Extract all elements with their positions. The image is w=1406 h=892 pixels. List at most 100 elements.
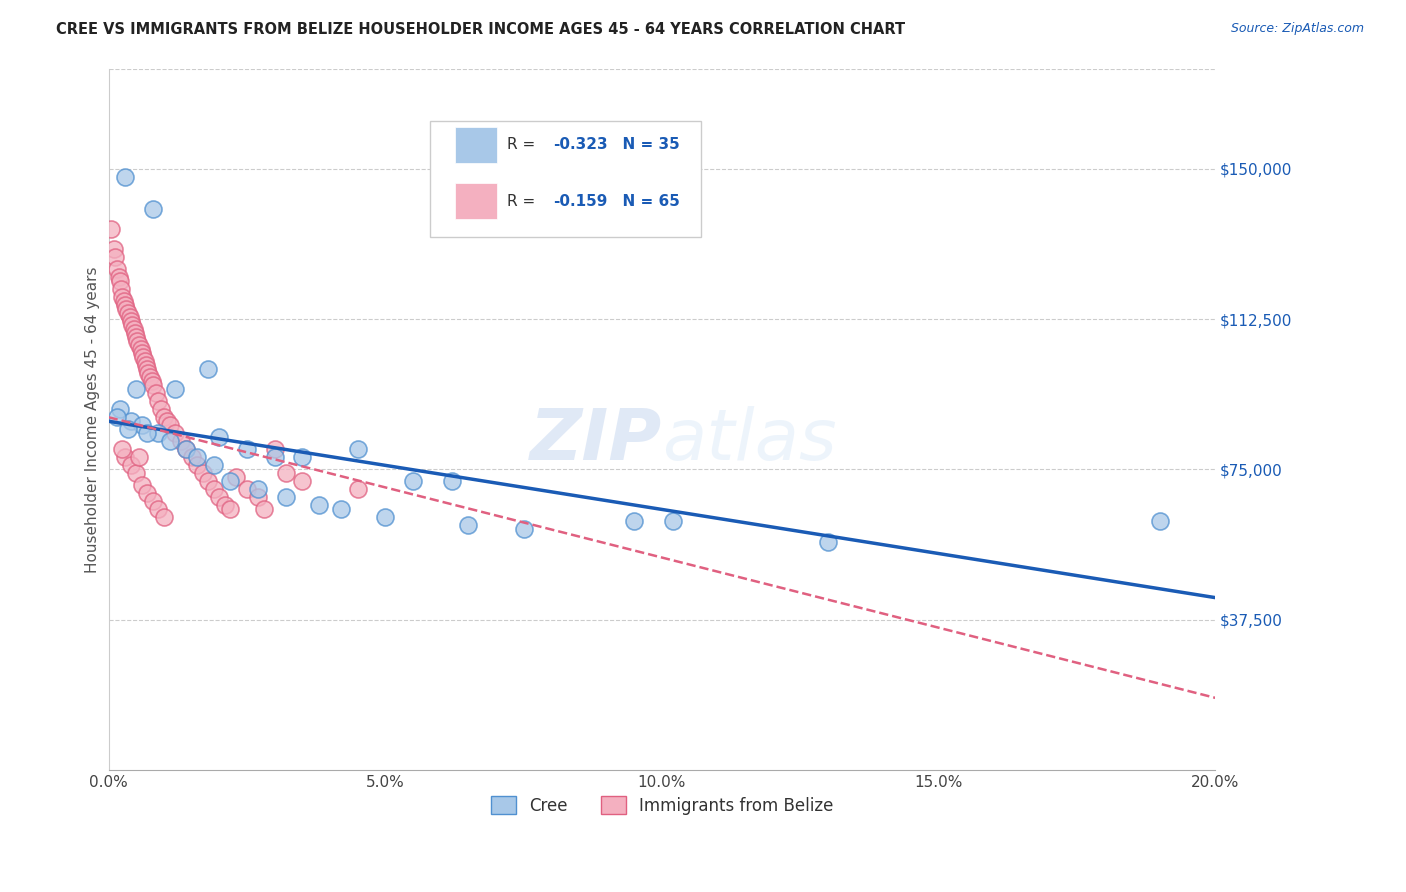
Point xyxy=(121,318,143,332)
Point xyxy=(122,322,145,336)
Point xyxy=(512,523,534,537)
Text: N = 65: N = 65 xyxy=(612,194,681,209)
Point xyxy=(131,418,153,433)
Point xyxy=(128,338,150,352)
Point xyxy=(374,510,396,524)
Point xyxy=(153,410,176,425)
Point xyxy=(252,502,274,516)
Point xyxy=(108,402,131,417)
Point xyxy=(134,354,156,368)
Point xyxy=(139,370,162,384)
Point xyxy=(202,483,225,497)
Point xyxy=(120,458,142,473)
Text: -0.323: -0.323 xyxy=(554,137,609,153)
Y-axis label: Householder Income Ages 45 - 64 years: Householder Income Ages 45 - 64 years xyxy=(86,266,100,573)
Point xyxy=(138,366,160,380)
Point xyxy=(103,242,125,256)
Point xyxy=(100,222,122,236)
Point xyxy=(208,491,231,505)
Point xyxy=(142,378,165,392)
Point xyxy=(148,426,170,441)
Point xyxy=(202,458,225,473)
Point xyxy=(148,394,170,409)
Point xyxy=(145,386,167,401)
Point xyxy=(136,362,159,376)
Point xyxy=(131,346,153,360)
Point xyxy=(236,442,259,457)
Point xyxy=(118,310,141,324)
Point xyxy=(124,326,146,340)
FancyBboxPatch shape xyxy=(456,183,498,219)
Text: R =: R = xyxy=(508,194,540,209)
Point xyxy=(219,502,242,516)
Point xyxy=(117,306,139,320)
Point xyxy=(219,475,242,489)
Point xyxy=(191,467,214,481)
Point xyxy=(263,442,285,457)
Text: atlas: atlas xyxy=(662,406,837,475)
Point xyxy=(108,274,131,288)
Point xyxy=(114,450,136,465)
Point xyxy=(236,483,259,497)
Point xyxy=(156,414,179,428)
Point xyxy=(117,422,139,436)
Point xyxy=(186,450,208,465)
Point xyxy=(114,169,136,184)
Point xyxy=(163,426,186,441)
Point xyxy=(136,486,159,500)
Point xyxy=(291,450,314,465)
Point xyxy=(440,475,463,489)
Point xyxy=(104,250,127,264)
FancyBboxPatch shape xyxy=(430,121,700,237)
Point xyxy=(247,483,270,497)
Text: ZIP: ZIP xyxy=(530,406,662,475)
Point xyxy=(346,442,368,457)
Point xyxy=(163,382,186,396)
Point xyxy=(662,515,685,529)
Point xyxy=(111,290,134,304)
Point xyxy=(114,298,136,312)
Point xyxy=(125,330,148,344)
Point xyxy=(120,314,142,328)
Text: N = 35: N = 35 xyxy=(612,137,681,153)
Point xyxy=(274,467,297,481)
Point xyxy=(197,362,219,376)
Text: CREE VS IMMIGRANTS FROM BELIZE HOUSEHOLDER INCOME AGES 45 - 64 YEARS CORRELATION: CREE VS IMMIGRANTS FROM BELIZE HOUSEHOLD… xyxy=(56,22,905,37)
Legend: Cree, Immigrants from Belize: Cree, Immigrants from Belize xyxy=(481,786,844,825)
Point xyxy=(180,450,202,465)
Point xyxy=(105,262,128,277)
Point xyxy=(247,491,270,505)
Point xyxy=(186,458,208,473)
FancyBboxPatch shape xyxy=(456,127,498,163)
Point xyxy=(131,478,153,492)
Point xyxy=(125,382,148,396)
Point xyxy=(817,534,839,549)
Point xyxy=(346,483,368,497)
Point xyxy=(1149,515,1171,529)
Point xyxy=(159,434,181,449)
Point xyxy=(115,301,138,316)
Point xyxy=(214,499,236,513)
Point xyxy=(111,442,134,457)
Point xyxy=(128,450,150,465)
Point xyxy=(153,510,176,524)
Text: Source: ZipAtlas.com: Source: ZipAtlas.com xyxy=(1230,22,1364,36)
Point xyxy=(330,502,353,516)
Point xyxy=(125,467,148,481)
Point xyxy=(159,418,181,433)
Point xyxy=(263,450,285,465)
Point xyxy=(623,515,645,529)
Point xyxy=(135,358,157,372)
Text: R =: R = xyxy=(508,137,540,153)
Point xyxy=(208,430,231,444)
Text: -0.159: -0.159 xyxy=(554,194,607,209)
Point xyxy=(142,494,165,508)
Point xyxy=(402,475,425,489)
Point xyxy=(169,434,191,449)
Point xyxy=(142,202,165,216)
Point xyxy=(132,350,155,364)
Point xyxy=(174,442,197,457)
Point xyxy=(274,491,297,505)
Point xyxy=(141,374,163,388)
Point xyxy=(150,402,173,417)
